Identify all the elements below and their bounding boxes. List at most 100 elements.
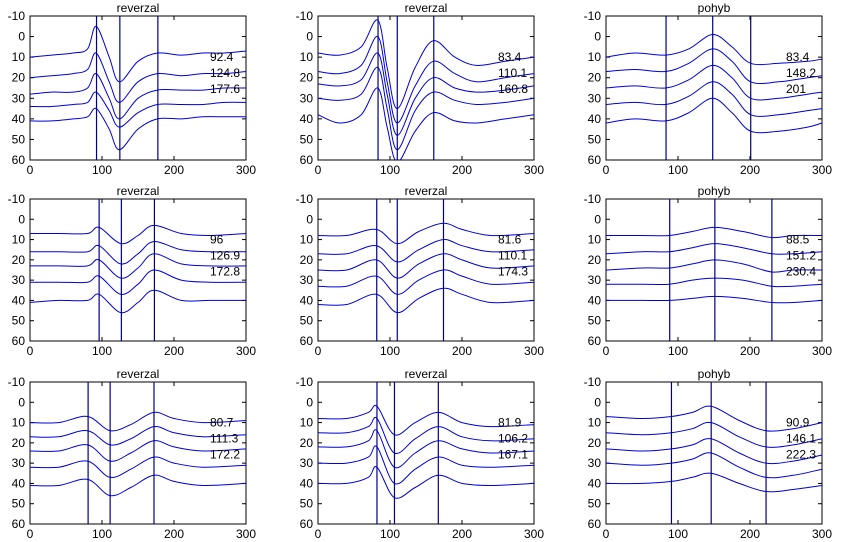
y-tick-label: 30	[12, 273, 26, 287]
marker-value-label: 222.3	[786, 448, 816, 462]
x-tick-label: 100	[668, 344, 688, 358]
y-tick-label: 60	[300, 517, 314, 531]
marker-value-label: 148.2	[786, 66, 816, 80]
marker-value-label: 126.9	[210, 249, 240, 263]
y-tick-label: 10	[12, 416, 26, 430]
y-tick-label: 20	[12, 71, 26, 85]
y-tick-label: 60	[300, 153, 314, 167]
chart-title: pohyb	[698, 1, 731, 15]
x-tick-label: 0	[603, 344, 610, 358]
trace-line-4	[606, 81, 822, 117]
marker-value-label: 167.1	[498, 448, 528, 462]
y-tick-label: 10	[300, 416, 314, 430]
y-tick-label: 0	[306, 30, 313, 44]
marker-value-label: 230.4	[786, 265, 816, 279]
trace-line-5	[318, 87, 534, 160]
marker-value-label: 83.4	[786, 50, 810, 64]
x-tick-label: 200	[452, 163, 472, 177]
trace-line-4	[318, 445, 534, 485]
y-tick-label: 20	[300, 436, 314, 450]
trace-line-3	[318, 52, 534, 136]
x-tick-label: 100	[92, 527, 112, 541]
y-tick-label: 0	[594, 212, 601, 226]
trace-line-2	[318, 36, 534, 124]
y-tick-label: 40	[300, 476, 314, 490]
x-tick-label: 200	[452, 527, 472, 541]
y-tick-label: 30	[588, 273, 602, 287]
y-tick-label: 0	[18, 395, 25, 409]
marker-value-label: 81.9	[498, 416, 522, 430]
marker-value-label: 92.4	[210, 50, 234, 64]
marker-value-label: 151.2	[786, 249, 816, 263]
y-tick-label: 20	[300, 71, 314, 85]
marker-value-label: 174.3	[498, 265, 528, 279]
trace-line-4	[318, 66, 534, 151]
marker-value-label: 172.2	[210, 448, 240, 462]
y-tick-label: 20	[588, 253, 602, 267]
x-tick-label: 200	[164, 527, 184, 541]
marker-value-label: 88.5	[786, 233, 810, 247]
x-tick-label: 0	[27, 527, 34, 541]
x-tick-label: 100	[92, 163, 112, 177]
trace-line-5	[318, 287, 534, 314]
y-tick-label: 10	[588, 233, 602, 247]
marker-value-label: 110.1	[498, 66, 527, 80]
y-tick-label: 20	[300, 253, 314, 267]
y-tick-label: 50	[12, 132, 26, 146]
y-tick-label: 40	[300, 293, 314, 307]
y-tick-label: 30	[300, 91, 314, 105]
y-tick-label: 50	[588, 132, 602, 146]
marker-value-label: 111.3	[210, 432, 239, 446]
y-tick-label: 0	[18, 212, 25, 226]
y-tick-label: 30	[12, 456, 26, 470]
y-tick-label: 10	[12, 233, 26, 247]
trace-line-3	[318, 253, 534, 279]
x-tick-label: 0	[315, 527, 322, 541]
y-tick-label: 40	[300, 112, 314, 126]
x-tick-label: 100	[380, 344, 400, 358]
chart-title: reverzal	[117, 367, 160, 381]
y-tick-label: -10	[8, 192, 26, 206]
trace-line-1	[318, 222, 534, 245]
marker-value-label: 90.9	[786, 416, 810, 430]
marker-value-label: 177.6	[210, 82, 240, 96]
x-tick-label: 100	[380, 163, 400, 177]
trace-line-5	[318, 466, 534, 499]
marker-value-label: 201	[786, 82, 806, 96]
x-tick-label: 300	[236, 163, 256, 177]
trace-line-3	[606, 64, 822, 101]
y-tick-label: 40	[12, 112, 26, 126]
chart-title: pohyb	[698, 367, 731, 381]
y-tick-label: 0	[18, 30, 25, 44]
marker-value-label: 81.6	[498, 233, 522, 247]
y-tick-label: 0	[306, 212, 313, 226]
axes-frame	[317, 15, 535, 161]
y-tick-label: 50	[12, 497, 26, 511]
trace-line-5	[30, 289, 246, 314]
trace-line-1	[318, 19, 534, 110]
y-tick-label: 60	[588, 517, 602, 531]
y-tick-label: 40	[588, 293, 602, 307]
chart-title: reverzal	[405, 367, 448, 381]
y-tick-label: 10	[300, 233, 314, 247]
y-tick-label: 50	[588, 497, 602, 511]
x-tick-label: 300	[812, 527, 832, 541]
trace-line-2	[30, 241, 246, 265]
y-tick-label: 50	[12, 314, 26, 328]
y-tick-label: 0	[594, 395, 601, 409]
x-tick-label: 0	[315, 344, 322, 358]
y-tick-label: -10	[296, 375, 314, 389]
y-tick-label: 20	[588, 71, 602, 85]
x-tick-label: 300	[812, 344, 832, 358]
x-tick-label: 200	[164, 163, 184, 177]
y-tick-label: -10	[8, 375, 26, 389]
y-tick-label: -10	[584, 9, 602, 23]
x-tick-label: 300	[236, 344, 256, 358]
